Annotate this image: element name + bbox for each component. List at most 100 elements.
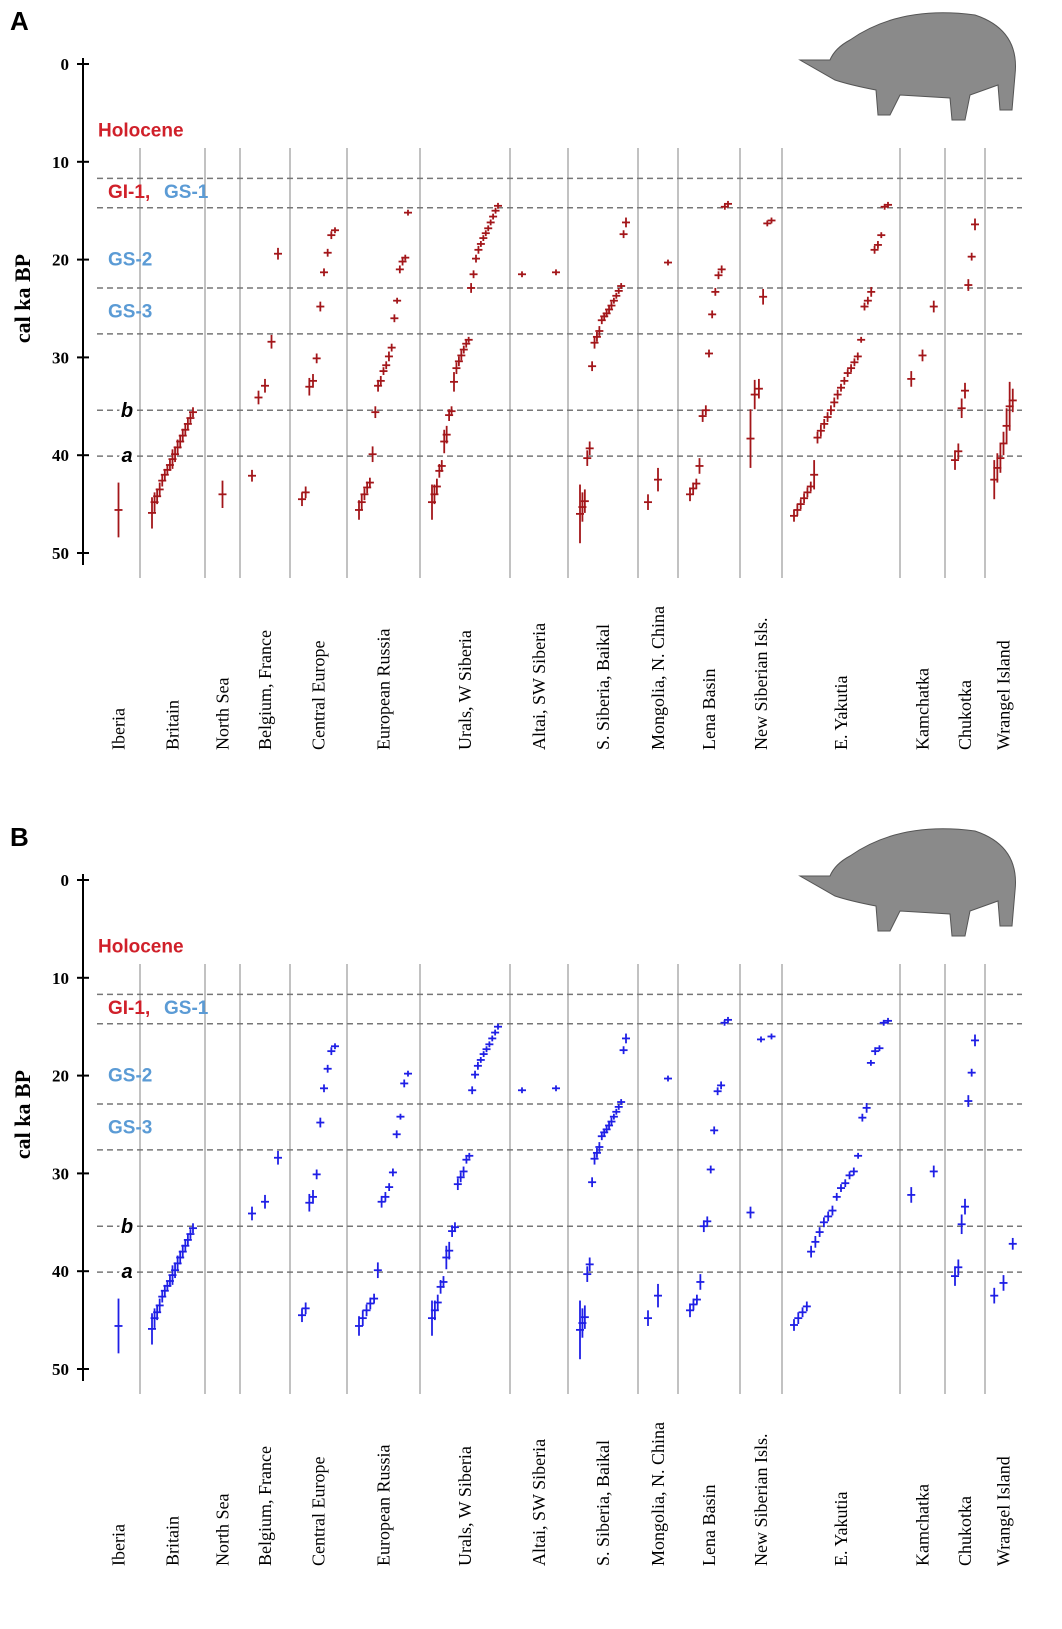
region-label: Wrangel Island (994, 640, 1014, 750)
date-cross (644, 494, 652, 510)
date-cross (588, 1177, 597, 1188)
date-cross (907, 1187, 916, 1203)
y-tick-label: 10 (52, 969, 69, 988)
date-cross (951, 450, 959, 470)
date-cross (183, 1234, 192, 1246)
region-label: Britain (163, 1516, 183, 1566)
date-cross (473, 1061, 482, 1070)
date-cross (518, 271, 526, 278)
date-cross (442, 425, 451, 444)
date-cross (664, 1075, 672, 1082)
date-cross (703, 1216, 712, 1227)
date-cross (800, 493, 809, 504)
date-cross (301, 1302, 310, 1315)
date-cross (479, 1051, 488, 1058)
date-cross (476, 1057, 485, 1063)
annotation: GS-2 (108, 1066, 152, 1087)
y-axis-label: cal ka BP (10, 1070, 35, 1159)
date-cross (807, 1245, 816, 1258)
region-label: New Siberian Isls. (751, 618, 771, 750)
date-cross (261, 1194, 269, 1209)
date-cross (355, 1316, 363, 1336)
date-cross (654, 1283, 662, 1308)
date-cross (114, 482, 123, 538)
date-cross (447, 406, 456, 417)
date-cross (971, 218, 979, 231)
date-cross (692, 478, 701, 489)
date-cross (471, 1070, 480, 1079)
date-cross (810, 460, 819, 490)
date-cross (595, 1142, 604, 1152)
date-cross (323, 248, 332, 257)
date-cross (614, 1103, 623, 1110)
date-cross (472, 254, 480, 263)
annotation: GS-1 (164, 182, 209, 203)
date-cross (990, 1287, 999, 1304)
date-cross (387, 343, 396, 352)
region-label: Lena Basin (699, 1485, 719, 1566)
date-cross (696, 1274, 705, 1290)
panel-label: B (10, 822, 29, 852)
date-cross (790, 1319, 798, 1331)
date-cross (849, 1167, 858, 1176)
annotation: Holocene (98, 121, 184, 142)
y-tick-label: 20 (52, 251, 69, 270)
annotation: a (121, 1261, 132, 1283)
annotation: GS-1 (164, 998, 209, 1019)
date-cross (961, 1198, 969, 1215)
region-label: New Siberian Isls. (751, 1434, 771, 1566)
y-tick-label: 0 (61, 55, 70, 74)
date-cross (796, 499, 805, 509)
date-cross (763, 220, 772, 227)
date-cross (746, 1206, 755, 1219)
date-cross (377, 1195, 386, 1208)
date-cross (837, 383, 845, 392)
date-cross (320, 268, 328, 277)
date-cross (833, 389, 842, 400)
date-cross (491, 207, 500, 214)
date-cross (462, 1155, 471, 1164)
date-cross (870, 245, 879, 254)
date-cross (843, 369, 852, 377)
date-cross (585, 1257, 594, 1272)
date-cross (312, 353, 321, 364)
region-label: Urals, W Siberia (455, 1446, 475, 1566)
date-cross (692, 1294, 701, 1305)
y-tick-label: 50 (52, 1360, 69, 1379)
date-cross (316, 1117, 325, 1128)
date-cross (664, 259, 672, 266)
y-tick-label: 10 (52, 153, 69, 172)
date-cross (717, 265, 726, 274)
date-cross (327, 231, 336, 240)
date-cross (871, 1047, 880, 1056)
date-cross (832, 1192, 841, 1201)
date-cross (469, 270, 478, 279)
date-cross (612, 1108, 621, 1115)
region-label: S. Siberia, Baikal (593, 1440, 613, 1566)
date-cross (767, 217, 776, 224)
date-cross (850, 358, 859, 367)
date-cross (368, 446, 377, 463)
date-cross (552, 1085, 560, 1092)
date-cross (803, 487, 812, 498)
date-cross (793, 504, 802, 516)
date-cross (622, 217, 630, 228)
date-cross (612, 292, 621, 299)
date-cross (654, 467, 662, 492)
date-cross (580, 1305, 589, 1329)
annotation: GS-3 (108, 301, 152, 322)
date-cross (957, 398, 966, 419)
date-cross (370, 1293, 379, 1304)
region-label: North Sea (213, 1494, 233, 1566)
date-cross (450, 1222, 459, 1233)
date-cross (183, 418, 192, 430)
date-cross (710, 1126, 719, 1135)
y-tick-label: 0 (61, 871, 70, 890)
date-cross (393, 297, 402, 304)
date-cross (459, 1166, 468, 1177)
region-label: North Sea (213, 678, 233, 750)
date-cross (445, 1241, 454, 1260)
date-cross (373, 1262, 382, 1279)
date-cross (390, 314, 399, 323)
